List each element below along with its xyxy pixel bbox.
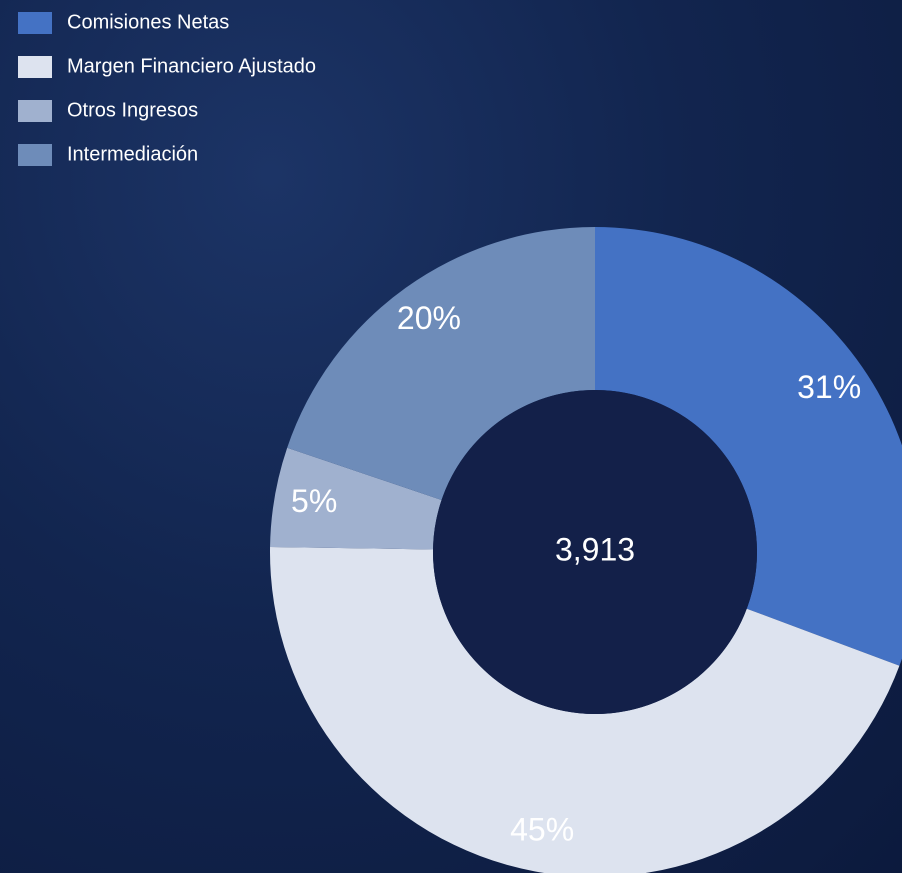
donut-slice <box>270 447 442 550</box>
legend-label: Intermediación <box>67 143 198 165</box>
legend-swatch <box>18 144 52 166</box>
center-label: 3,913 <box>555 531 635 567</box>
legend-swatch <box>18 12 52 34</box>
data-label: 20% <box>397 300 461 336</box>
legend-swatch <box>18 56 52 78</box>
donut-slice <box>270 546 900 873</box>
donut-hole <box>433 390 757 714</box>
data-label: 45% <box>510 812 574 848</box>
donut-slice <box>287 227 595 501</box>
legend-label: Margen Financiero Ajustado <box>67 55 316 77</box>
donut-slice <box>595 227 902 666</box>
data-label: 5% <box>291 483 337 519</box>
legend-swatch <box>18 100 52 122</box>
legend-label: Otros Ingresos <box>67 99 198 121</box>
data-label: 31% <box>797 369 861 405</box>
legend-label: Comisiones Netas <box>67 11 229 33</box>
